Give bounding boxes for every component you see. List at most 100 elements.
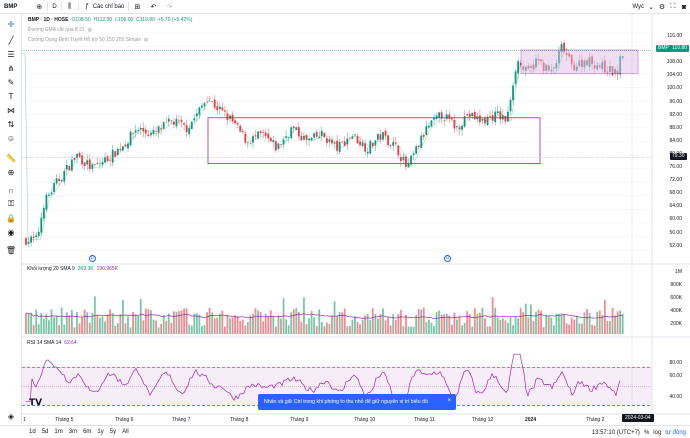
candle-body [435, 115, 438, 119]
zoom-icon[interactable]: ⊕ [7, 167, 15, 177]
dividend-marker[interactable]: D [89, 255, 96, 262]
volume-bar [410, 326, 412, 334]
layout-name[interactable]: Wyc [632, 4, 644, 10]
volume-bar [111, 313, 114, 334]
candle-body [328, 139, 331, 143]
volume-bar [371, 308, 374, 334]
volume-bar [53, 317, 55, 334]
pattern-icon[interactable]: ⋈ [7, 105, 15, 115]
chart-canvas[interactable] [22, 14, 690, 425]
price-axis-label: 76.00 [669, 164, 682, 170]
symbol-search-button[interactable]: BMP [0, 0, 21, 14]
volume-bar [272, 316, 275, 334]
volume-bar [190, 325, 193, 334]
volume-bar [532, 321, 535, 334]
vp-legend[interactable]: Cường Dung Định Tuyết Hỗ trợ 50 150 200 … [28, 37, 148, 43]
volume-bar [545, 314, 548, 334]
volume-value: 369.3K [77, 266, 94, 272]
time-axis-label: 2024 [525, 417, 537, 423]
interval-button[interactable]: D [48, 0, 60, 14]
fullscreen-icon[interactable]: ⛶ [670, 3, 676, 10]
templates-button[interactable]: ⊞ [129, 0, 145, 14]
volume-bar [476, 313, 479, 334]
ema-legend[interactable]: Đường EMA cắt qua 8 21 ◎ [28, 27, 92, 33]
clock-label[interactable]: 13:57:10 (UTC+7) [591, 429, 640, 436]
candle-body [170, 120, 173, 121]
text-icon[interactable]: T [8, 91, 14, 101]
emoji-icon[interactable]: ☺ [6, 133, 16, 143]
range-button-all[interactable]: All [122, 429, 129, 435]
volume-bar [71, 309, 73, 334]
eye-icon[interactable]: ◎ [144, 37, 149, 43]
prediction-icon[interactable]: ⇅ [7, 119, 15, 129]
candle-body [144, 129, 147, 134]
range-button-5d[interactable]: 5d [41, 429, 49, 435]
undo-button[interactable]: ↶ [145, 0, 161, 14]
percent-toggle[interactable]: % [643, 429, 650, 436]
pitchfork-icon[interactable]: ⋔ [7, 63, 15, 73]
volume-bar [239, 320, 242, 334]
lock-icon[interactable]: 🔒 [6, 213, 16, 223]
volume-bar [249, 315, 252, 334]
candle-body [361, 142, 364, 147]
log-toggle[interactable]: log [653, 429, 662, 436]
volume-bar [570, 317, 573, 334]
volume-bar [295, 307, 298, 334]
chevron-down-icon[interactable]: ⌄ [648, 4, 654, 11]
trash-icon[interactable]: 🗑 [5, 245, 17, 255]
auto-toggle[interactable]: tự động [665, 429, 686, 436]
redo-button[interactable]: ↷ [161, 0, 177, 14]
volume-bar [621, 313, 624, 334]
rsi-legend[interactable]: RSI 14 SMA 14 62.64 [27, 340, 77, 346]
candle-body [114, 151, 117, 157]
candle-body [254, 135, 257, 137]
range-button-1m[interactable]: 1m [54, 429, 63, 435]
candle-body [185, 125, 188, 133]
candle-body [507, 111, 509, 122]
candle-body [239, 125, 242, 132]
gear-icon[interactable]: ⚙ [658, 4, 666, 11]
volume-bar [346, 326, 349, 334]
volume-bar [614, 315, 616, 334]
magnet-icon[interactable]: ∩ [8, 185, 14, 195]
ruler-icon[interactable]: 📏 [6, 153, 16, 163]
chart-type-button[interactable]: ⫼ [62, 0, 78, 14]
candle-body [27, 241, 30, 244]
volume-bar [583, 312, 586, 334]
brush-icon[interactable]: ✎ [7, 77, 15, 87]
volume-bar [277, 315, 280, 334]
volume-bar [366, 313, 369, 334]
volume-bar [377, 318, 379, 334]
add-symbol-button[interactable]: ⊕ [31, 0, 47, 14]
close-icon[interactable]: × [447, 398, 451, 404]
candle-body [315, 131, 318, 137]
time-axis-label: Tháng 8 [230, 417, 249, 423]
volume-legend[interactable]: Khối lượng 20 SMA 9 369.3K 190.965K [27, 266, 118, 272]
camera-icon[interactable]: ◙ [681, 3, 687, 11]
volume-bar [481, 307, 484, 334]
candle-body [53, 183, 55, 192]
candle-body [430, 120, 433, 127]
eye-icon[interactable]: ◎ [87, 27, 93, 33]
range-button-6m[interactable]: 6m [83, 429, 92, 435]
object-tree-icon[interactable]: ◈ [7, 411, 15, 421]
dividend-marker[interactable]: D [444, 255, 451, 262]
range-button-1y[interactable]: 1y [97, 429, 104, 435]
indicators-button[interactable]: ƒ Các chỉ báo [79, 0, 129, 14]
range-button-3m[interactable]: 3m [68, 429, 78, 435]
candle-body [369, 140, 372, 154]
candle-body [468, 113, 471, 117]
range-button-5y[interactable]: 5y [109, 429, 117, 435]
price-axis-label: 72.00 [669, 177, 682, 184]
volume-bar [542, 327, 545, 334]
eye-icon[interactable]: ◉ [7, 227, 15, 237]
trend-line-icon[interactable]: ╱ [8, 35, 14, 45]
volume-bar [160, 323, 163, 334]
volume-bar [221, 310, 224, 334]
lock-drawing-icon[interactable]: ⚿ [7, 199, 15, 208]
crosshair-icon[interactable]: ✛ [7, 19, 15, 29]
horizontal-lines-icon[interactable]: ☰ [7, 49, 15, 59]
range-button-1d[interactable]: 1d [29, 429, 36, 435]
volume-bar [428, 319, 430, 334]
volume-bar [468, 314, 471, 334]
